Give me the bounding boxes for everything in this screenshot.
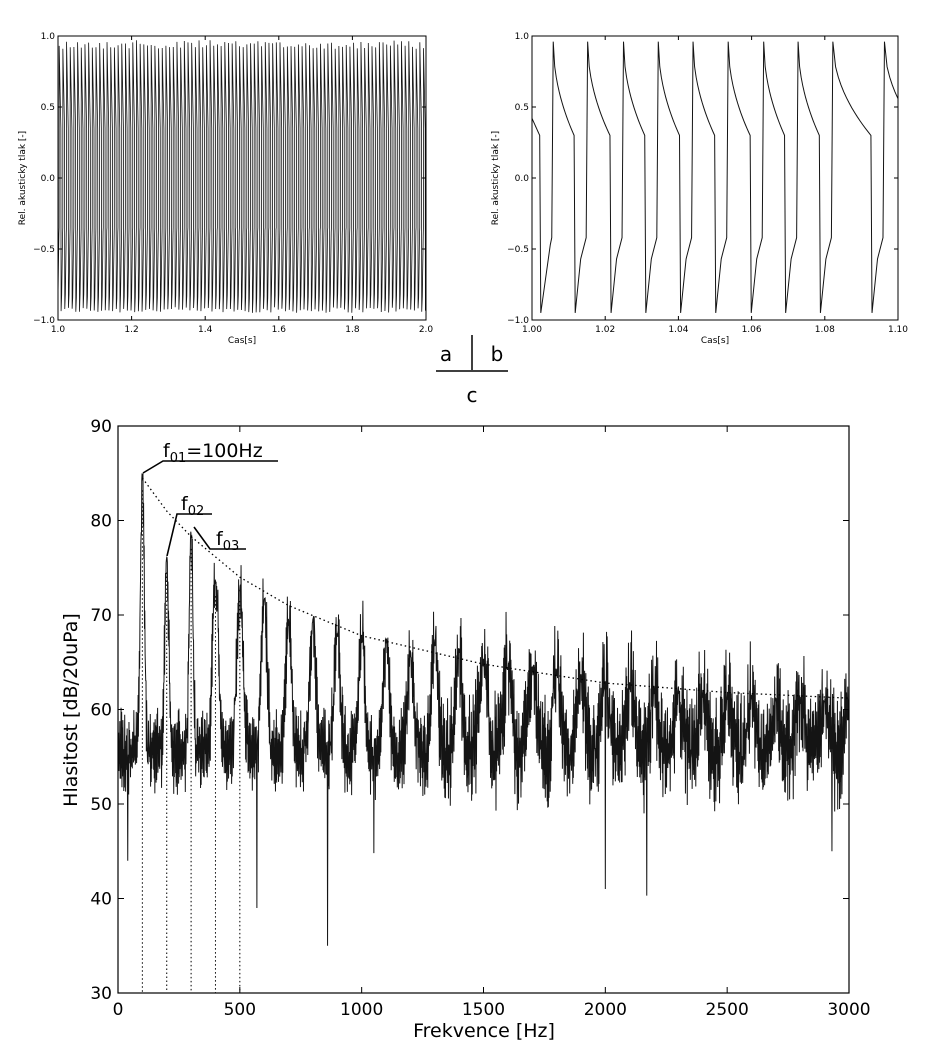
chart-c-spectrum-trace: [117, 473, 850, 946]
chart-c-ytick-label: 80: [90, 512, 112, 532]
annotation-f01-leader: [142, 460, 278, 474]
chart-b-xlabel: Cas[s]: [701, 336, 729, 346]
chart-c-xtick-label: 2500: [706, 1000, 749, 1020]
chart-a-xtick-label: 1.0: [51, 325, 66, 335]
chart-a-ytick-label: 0.0: [41, 174, 56, 184]
chart-c-axes-frame: [117, 425, 850, 994]
chart-b-xtick-label: 1.04: [668, 325, 688, 335]
chart-b-series-line: [531, 41, 899, 313]
chart-b: 1.00 1.02 1.04 1.06 1.08 1.10 −1.0 −0.5 0.0 0.5 1…: [491, 32, 908, 346]
chart-c-annotations: f01=100Hz f02 f03: [142, 440, 278, 557]
chart-c-xtick-label: 3000: [827, 1000, 870, 1020]
panel-label-b: b: [491, 342, 504, 366]
chart-b-ytick-label: 1.0: [515, 32, 530, 42]
chart-b-ylabel: Rel. akusticky tlak [-]: [491, 131, 501, 225]
chart-a-ylabel: Rel. akusticky tlak [-]: [18, 131, 28, 225]
chart-b-xtick-label: 1.00: [522, 325, 542, 335]
chart-c-ytick-label: 50: [90, 795, 112, 815]
chart-b-xtick-label: 1.02: [595, 325, 615, 335]
chart-c-ytick-label: 40: [90, 890, 112, 910]
chart-c-ytick-label: 60: [90, 701, 112, 721]
chart-a: 1.0 1.2 1.4 1.6 1.8 2.0 −1.0 −0.5 0.0 0.5 1.0 Cas…: [18, 32, 433, 346]
chart-a-ytick-label: −1.0: [33, 316, 55, 326]
chart-c-series-line: [117, 473, 850, 946]
chart-a-ytick-label: 1.0: [41, 32, 56, 42]
chart-a-xtick-label: 1.6: [272, 325, 287, 335]
annotation-f02-label: f02: [181, 493, 204, 519]
chart-a-series-line: [57, 40, 426, 313]
panel-layout-legend: a b c: [436, 335, 508, 407]
chart-a-xtick-label: 1.4: [198, 325, 213, 335]
chart-b-xtick-label: 1.10: [888, 325, 908, 335]
chart-c-xtick-label: 1000: [340, 1000, 383, 1020]
chart-b-ytick-label: −1.0: [507, 316, 529, 326]
chart-b-ytick-label: 0.5: [515, 103, 529, 113]
chart-c-envelope-line: [141, 477, 850, 699]
panel-label-c: c: [467, 383, 478, 407]
chart-c-xtick-label: 2000: [584, 1000, 627, 1020]
chart-a-xtick-label: 1.2: [124, 325, 138, 335]
chart-a-xtick-label: 2.0: [419, 325, 434, 335]
annotation-f03-leader: [193, 526, 246, 550]
chart-c-ytick-label: 70: [90, 606, 112, 626]
chart-a-ytick-label: −0.5: [33, 245, 55, 255]
chart-a-ytick-label: 0.5: [41, 103, 55, 113]
chart-c-peak-envelope: [141, 477, 850, 699]
annotation-f02-leader: [166, 513, 212, 557]
chart-c-harmonic-markers: [141, 490, 241, 993]
annotation-f03-label: f03: [216, 528, 239, 554]
chart-b-signal-trace: [531, 41, 899, 313]
annotation-f01-label: f01=100Hz: [163, 440, 263, 466]
chart-c-xtick-label: 500: [224, 1000, 256, 1020]
chart-a-xtick-label: 1.8: [345, 325, 360, 335]
chart-b-xtick-label: 1.08: [815, 325, 835, 335]
chart-a-signal-trace: [57, 40, 426, 313]
chart-b-ytick-label: 0.0: [515, 174, 530, 184]
chart-c-ytick-label: 30: [90, 984, 112, 1004]
panel-label-a: a: [440, 342, 452, 366]
chart-b-ytick-label: −0.5: [507, 245, 529, 255]
chart-c-xtick-label: 0: [113, 1000, 124, 1020]
chart-c: 0 500 1000 1500 2000 2500 3000 30405060708090 …: [60, 417, 871, 1042]
chart-c-xtick-label: 1500: [462, 1000, 505, 1020]
chart-b-xtick-label: 1.06: [742, 325, 762, 335]
chart-c-ytick-label: 90: [90, 417, 112, 437]
chart-a-xlabel: Cas[s]: [228, 336, 256, 346]
chart-c-ylabel: Hlasitost [dB/20uPa]: [60, 613, 82, 807]
chart-c-xlabel: Frekvence [Hz]: [413, 1020, 555, 1042]
